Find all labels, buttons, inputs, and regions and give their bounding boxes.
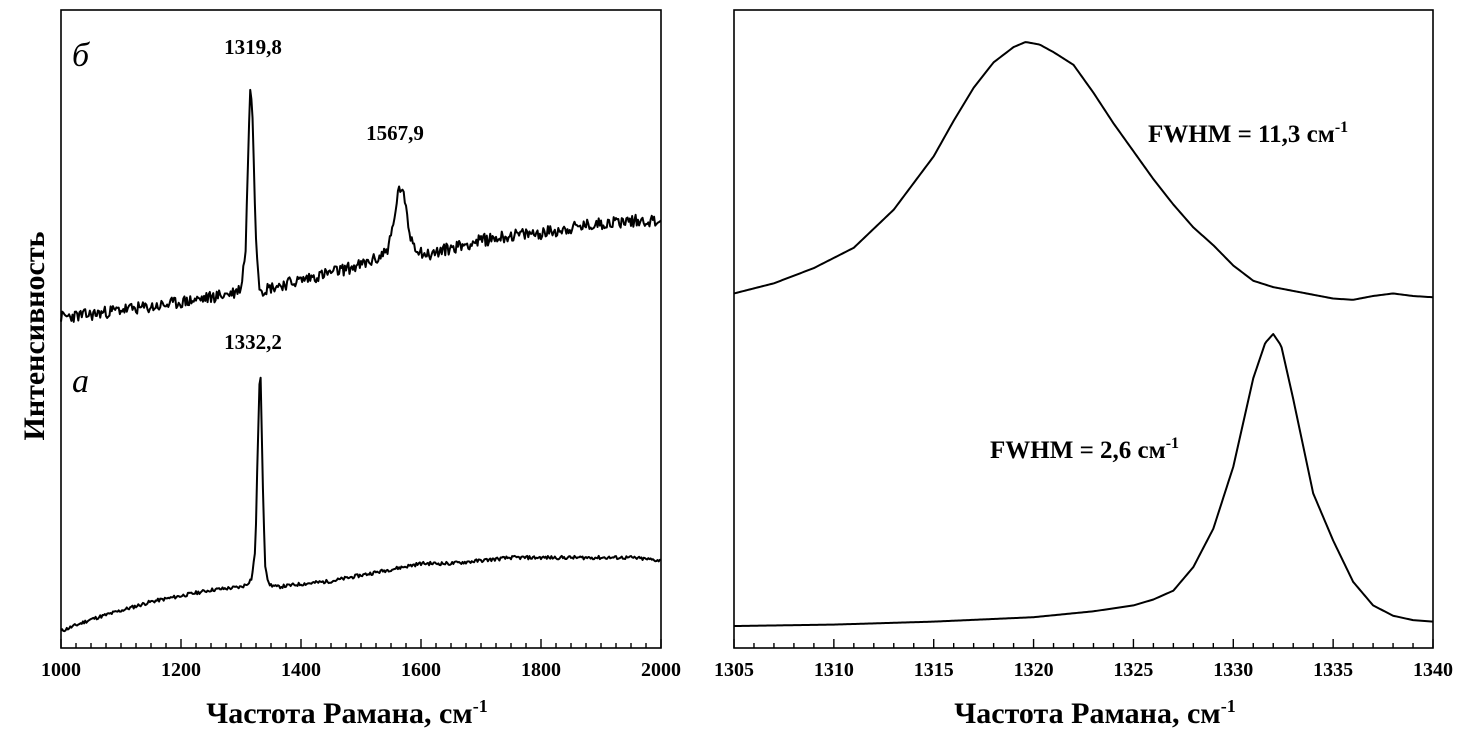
left-x-axis-title: Частота Рамана, см-1 (206, 696, 487, 730)
fwhm-label-11: FWHM = 11,3 см-1 (1148, 119, 1348, 148)
left-x-tick-labels: 1000 1200 1400 1600 1800 2000 (41, 659, 681, 681)
series-b-line (60, 88, 662, 323)
series-fwhm-11-line (733, 41, 1434, 301)
left-y-axis-title: Интенсивность (18, 231, 51, 440)
series-a-letter: а (72, 363, 89, 400)
left-x-ticks (60, 639, 662, 648)
right-plot-frame (733, 9, 1434, 649)
x-tick-label: 1320 (1014, 659, 1054, 681)
fwhm-label-2-sup: -1 (1166, 435, 1179, 452)
right-x-ticks (733, 639, 1434, 648)
x-tick-label: 1340 (1413, 659, 1453, 681)
left-panel: 1000 1200 1400 1600 1800 2000 б а 1319,8 1567… (18, 9, 681, 730)
left-plot-frame (60, 9, 662, 649)
x-tick-label: 1400 (281, 659, 321, 681)
left-x-axis-title-sup: -1 (473, 696, 488, 716)
x-tick-label: 1000 (41, 659, 81, 681)
x-tick-label: 1335 (1313, 659, 1353, 681)
x-tick-label: 1310 (814, 659, 854, 681)
x-tick-label: 1800 (521, 659, 561, 681)
fwhm-label-11-sup: -1 (1335, 119, 1348, 136)
series-a-line (60, 376, 662, 633)
right-panel: 1305 1310 1315 1320 1325 1330 1335 1340 FWHM = … (714, 9, 1453, 730)
right-x-tick-labels: 1305 1310 1315 1320 1325 1330 1335 1340 (714, 659, 1453, 681)
x-tick-label: 1200 (161, 659, 201, 681)
series-fwhm-2-line (733, 333, 1434, 628)
left-x-axis-title-main: Частота Рамана, см (206, 697, 472, 730)
x-tick-label: 1330 (1213, 659, 1253, 681)
x-tick-label: 1315 (914, 659, 954, 681)
x-tick-label: 1305 (714, 659, 754, 681)
x-tick-label: 1325 (1113, 659, 1153, 681)
fwhm-label-11-main: FWHM = 11,3 см (1148, 121, 1335, 148)
series-b-letter: б (72, 37, 91, 74)
fwhm-label-2-main: FWHM = 2,6 см (990, 437, 1166, 464)
peak-label-1332: 1332,2 (224, 330, 282, 354)
peak-label-1567: 1567,9 (366, 121, 424, 145)
x-tick-label: 2000 (641, 659, 681, 681)
right-x-axis-title-sup: -1 (1221, 696, 1236, 716)
x-tick-label: 1600 (401, 659, 441, 681)
peak-label-1319: 1319,8 (224, 35, 282, 59)
right-x-axis-title: Частота Рамана, см-1 (954, 696, 1235, 730)
right-x-axis-title-main: Частота Рамана, см (954, 697, 1220, 730)
fwhm-label-2: FWHM = 2,6 см-1 (990, 435, 1179, 464)
